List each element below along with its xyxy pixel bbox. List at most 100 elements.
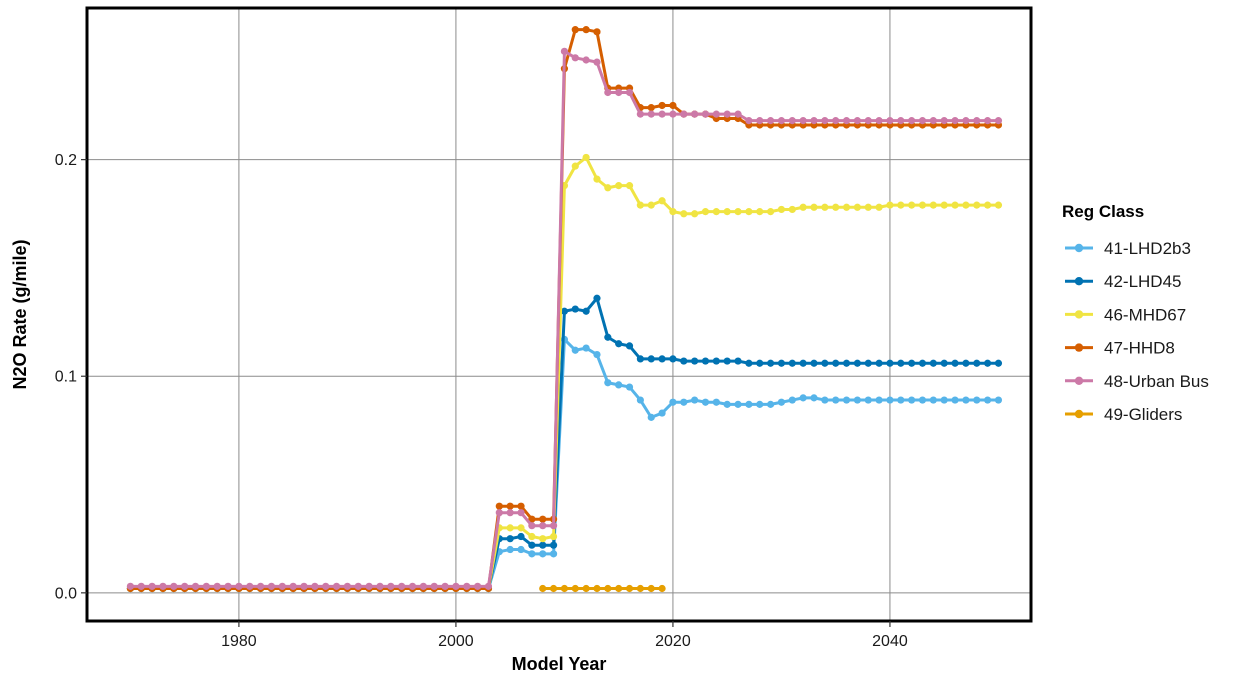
data-point [517,524,525,532]
data-point [810,359,818,367]
series-46-mhd67 [126,153,1003,593]
data-point [528,522,536,530]
data-point [832,359,840,367]
data-point [202,582,210,590]
data-point [235,582,243,590]
data-point [886,117,894,125]
data-point [842,203,851,211]
data-point [940,396,948,404]
data-point [647,584,655,593]
data-point [853,396,861,404]
legend-key-point [1074,310,1084,319]
data-point [647,110,655,118]
data-point [604,584,612,593]
data-point [756,359,764,367]
y-axis-title: N2O Rate (g/mile) [10,239,30,389]
data-point [766,400,775,408]
data-point [658,584,666,593]
x-tick-label: 2040 [872,633,908,650]
data-point [604,379,612,387]
data-point [593,350,601,359]
data-point [322,582,330,590]
data-point [593,58,601,66]
data-point [300,582,308,590]
data-point [821,203,829,211]
data-point [647,355,655,363]
data-point [962,201,970,209]
data-point [777,359,786,367]
data-point [669,355,677,363]
data-point [365,582,373,590]
data-point [354,582,362,590]
data-point [549,541,558,549]
data-point [636,201,644,209]
x-tick-label: 2020 [655,633,691,650]
data-point [528,515,536,523]
data-point [864,117,872,125]
data-point [636,355,644,363]
data-point [148,582,156,590]
data-point [701,357,710,365]
data-point [875,396,883,404]
data-point [636,584,644,593]
data-point [799,359,807,367]
data-point [278,582,286,590]
legend-label: 47-HHD8 [1104,339,1175,358]
data-point [213,582,221,590]
data-point [864,396,872,404]
data-point [408,582,417,590]
data-point [506,535,514,543]
data-point [745,208,753,216]
data-point [528,532,536,541]
data-point [615,340,623,348]
data-point [701,110,710,118]
data-point [267,582,276,590]
series-42-lhd45 [126,294,1003,593]
data-point [712,110,720,118]
data-point [571,26,579,34]
axes: 1980 2000 2020 2040 0.0 0.1 0.2 [55,152,908,650]
legend-item-47-hhd8: 47-HHD8 [1065,339,1175,358]
legend-label: 46-MHD67 [1104,305,1186,324]
data-point [701,208,710,216]
data-point [756,208,764,216]
plot-panel-border [85,6,1033,623]
data-point [734,400,742,408]
data-point [441,582,449,590]
data-point [994,396,1003,404]
data-point [766,117,775,125]
data-point [864,203,872,211]
data-point [506,545,514,554]
data-point [821,359,829,367]
legend-items: 41-LHD2b3 42-LHD45 46-MHD67 47-HHD8 48-Urban… [1065,239,1209,424]
data-point [810,117,818,125]
data-point [973,201,981,209]
data-point [723,110,731,118]
data-point [560,307,569,315]
data-point [506,524,514,532]
data-point [918,117,927,125]
data-point [658,101,666,110]
data-point [517,502,525,510]
series-48-urban-bus [126,47,1003,590]
data-point [929,359,937,367]
legend-item-49-gliders: 49-Gliders [1065,405,1182,424]
legend-label: 42-LHD45 [1104,272,1182,291]
data-point [419,582,427,590]
data-point [506,509,514,517]
data-point [951,359,959,367]
y-tick-label: 0.2 [55,152,77,169]
legend-label: 48-Urban Bus [1104,372,1209,391]
data-point [908,396,916,404]
data-point [137,582,145,590]
data-point [799,394,807,402]
data-point [842,396,851,404]
data-point [766,208,775,216]
series-line [130,155,999,591]
data-point [691,396,699,404]
data-point [832,396,840,404]
y-tick-label: 0.0 [55,585,77,602]
data-point [897,201,905,209]
data-point [723,208,731,216]
legend-key-point [1074,376,1084,385]
